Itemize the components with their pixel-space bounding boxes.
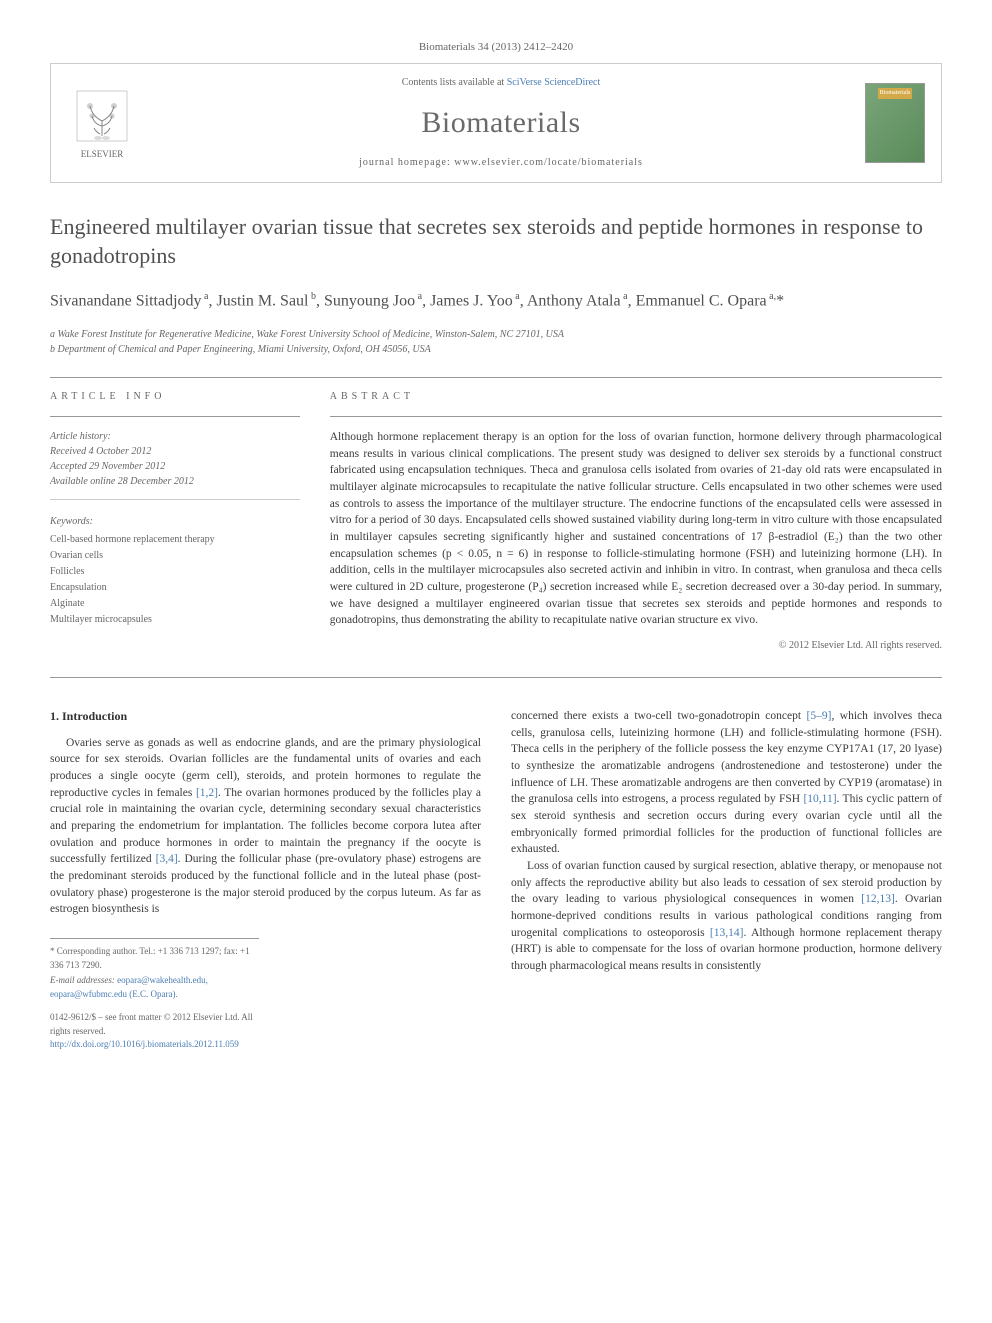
divider — [50, 377, 942, 378]
journal-cover-thumbnail: Biomaterials — [865, 83, 925, 163]
page-container: Biomaterials 34 (2013) 2412–2420 ELSEVIE… — [0, 0, 992, 1092]
elsevier-tree-icon — [72, 86, 132, 146]
cover-label: Biomaterials — [878, 88, 913, 98]
section-number: 1. — [50, 709, 59, 723]
history-accepted: Accepted 29 November 2012 — [50, 461, 165, 472]
citation-bar: Biomaterials 34 (2013) 2412–2420 — [50, 40, 942, 55]
article-info-column: ARTICLE INFO Article history: Received 4… — [50, 390, 300, 653]
affiliation-b: b Department of Chemical and Paper Engin… — [50, 342, 942, 357]
authors: Sivanandane Sittadjody a, Justin M. Saul… — [50, 289, 942, 313]
contents-line: Contents lists available at SciVerse Sci… — [157, 76, 845, 90]
divider — [50, 416, 300, 417]
journal-name: Biomaterials — [157, 102, 845, 144]
abstract-label: ABSTRACT — [330, 390, 942, 404]
header-center: Contents lists available at SciVerse Sci… — [157, 76, 845, 170]
body-columns: 1. Introduction Ovaries serve as gonads … — [50, 708, 942, 1052]
info-abstract-row: ARTICLE INFO Article history: Received 4… — [50, 390, 942, 653]
doi-link[interactable]: http://dx.doi.org/10.1016/j.biomaterials… — [50, 1038, 259, 1052]
article-info-label: ARTICLE INFO — [50, 390, 300, 404]
affiliation-a: a Wake Forest Institute for Regenerative… — [50, 327, 942, 342]
divider — [50, 677, 942, 678]
intro-para-3: Loss of ovarian function caused by surgi… — [511, 858, 942, 975]
divider — [330, 416, 942, 417]
keyword-0: Cell-based hormone replacement therapy — [50, 534, 215, 545]
journal-homepage: journal homepage: www.elsevier.com/locat… — [157, 156, 845, 170]
history-received: Received 4 October 2012 — [50, 446, 151, 457]
footnote-block: * Corresponding author. Tel.: +1 336 713… — [50, 938, 259, 1052]
intro-para-1: Ovaries serve as gonads as well as endoc… — [50, 735, 481, 918]
contents-prefix: Contents lists available at — [402, 77, 507, 88]
corresponding-author: * Corresponding author. Tel.: +1 336 713… — [50, 945, 259, 972]
history-block: Article history: Received 4 October 2012… — [50, 429, 300, 500]
email-line: E-mail addresses: eopara@wakehealth.edu,… — [50, 974, 259, 1001]
keyword-4: Alginate — [50, 598, 84, 609]
homepage-prefix: journal homepage: — [359, 157, 454, 168]
publisher-name: ELSEVIER — [81, 148, 124, 161]
abstract-copyright: © 2012 Elsevier Ltd. All rights reserved… — [330, 639, 942, 653]
intro-para-2: concerned there exists a two-cell two-go… — [511, 708, 942, 858]
abstract-column: ABSTRACT Although hormone replacement th… — [330, 390, 942, 653]
section-title: Introduction — [62, 709, 127, 723]
keyword-3: Encapsulation — [50, 582, 107, 593]
history-online: Available online 28 December 2012 — [50, 476, 194, 487]
abstract-text: Although hormone replacement therapy is … — [330, 429, 942, 629]
keyword-5: Multilayer microcapsules — [50, 614, 152, 625]
body-column-left: 1. Introduction Ovaries serve as gonads … — [50, 708, 481, 1052]
history-label: Article history: — [50, 429, 300, 444]
body-column-right: concerned there exists a two-cell two-go… — [511, 708, 942, 1052]
keywords-block: Keywords: Cell-based hormone replacement… — [50, 514, 300, 628]
publisher-logo: ELSEVIER — [67, 83, 137, 163]
email-label: E-mail addresses: — [50, 975, 117, 985]
keyword-2: Follicles — [50, 566, 84, 577]
journal-header: ELSEVIER Contents lists available at Sci… — [50, 63, 942, 183]
affiliations: a Wake Forest Institute for Regenerative… — [50, 327, 942, 357]
keyword-1: Ovarian cells — [50, 550, 103, 561]
issn-line: 0142-9612/$ – see front matter © 2012 El… — [50, 1011, 259, 1038]
contents-link[interactable]: SciVerse ScienceDirect — [507, 77, 601, 88]
intro-heading: 1. Introduction — [50, 708, 481, 725]
keywords-label: Keywords: — [50, 514, 300, 530]
article-title: Engineered multilayer ovarian tissue tha… — [50, 213, 942, 270]
homepage-url[interactable]: www.elsevier.com/locate/biomaterials — [454, 157, 643, 168]
